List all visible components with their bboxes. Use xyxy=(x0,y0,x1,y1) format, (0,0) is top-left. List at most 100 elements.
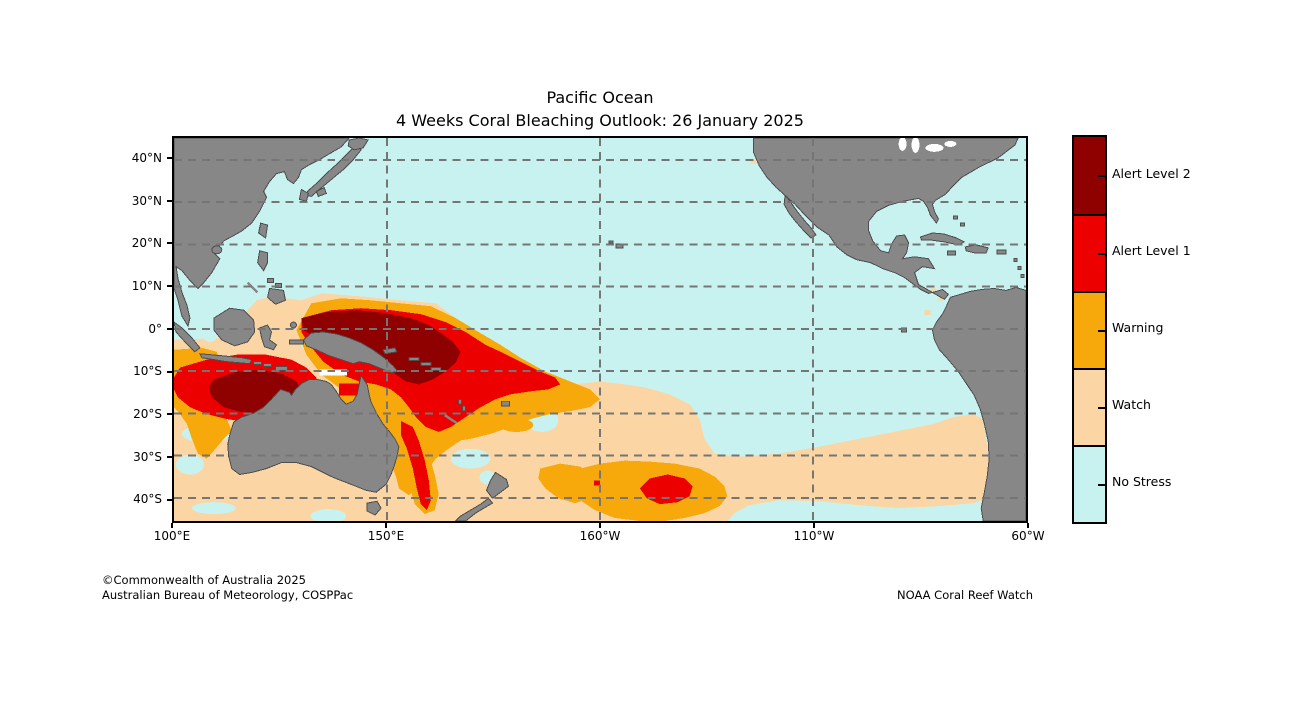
credits-line-1: ©Commonwealth of Australia 2025 xyxy=(102,573,307,587)
x-axis-tick xyxy=(1027,523,1029,528)
y-axis-tick xyxy=(167,455,172,458)
legend-label-no-stress: No Stress xyxy=(1112,474,1172,489)
land-flores xyxy=(263,363,273,368)
land-shikoku xyxy=(315,186,327,198)
x-axis-tick xyxy=(171,523,173,528)
lat-label-40n: 40°N xyxy=(131,151,162,165)
legend-label-warning: Warning xyxy=(1112,320,1164,335)
y-axis-tick xyxy=(167,413,172,416)
lon-label-110w: 110°W xyxy=(793,529,835,543)
land-solomons-1 xyxy=(408,357,420,362)
land-bali-lombok xyxy=(253,361,263,366)
land-timor xyxy=(275,366,288,372)
land-taiwan xyxy=(258,222,269,239)
y-axis-tick xyxy=(167,285,172,288)
credits-block: ©Commonwealth of Australia 2025 Australi… xyxy=(102,573,353,603)
title-line-2: 4 Weeks Coral Bleaching Outlook: 26 Janu… xyxy=(396,111,804,130)
lon-label-160w: 160°W xyxy=(579,529,621,543)
land-new-guinea xyxy=(302,331,399,374)
land-fiji xyxy=(500,400,510,407)
land-bahamas-1 xyxy=(952,215,958,220)
alert1-carpentaria xyxy=(339,383,364,396)
y-axis-tick xyxy=(167,199,172,202)
x-axis-tick xyxy=(813,523,815,528)
map-plot-area xyxy=(172,136,1028,523)
land-australia xyxy=(227,374,400,493)
legend-swatch-alert-level-1 xyxy=(1074,214,1105,291)
land-antilles-3 xyxy=(1020,274,1025,279)
alert1-south-speck xyxy=(594,480,600,486)
land-nz-north-island xyxy=(485,471,510,499)
y-axis-tick xyxy=(167,157,172,159)
land-seram xyxy=(288,339,304,345)
credits-line-2: Australian Bureau of Meteorology, COSPPa… xyxy=(102,588,354,602)
lat-label-10n: 10°N xyxy=(131,279,162,293)
land-layer xyxy=(174,138,1026,521)
lat-label-30s: 30°S xyxy=(133,450,162,464)
alert1-queensland-coast xyxy=(400,421,431,511)
watch-speck-colombia xyxy=(938,296,944,301)
y-axis-tick xyxy=(167,370,172,373)
land-south-america xyxy=(931,286,1026,521)
land-vanuatu-1 xyxy=(458,398,463,405)
land-sulawesi xyxy=(259,324,278,351)
legend-label-alert-level-2: Alert Level 2 xyxy=(1112,166,1191,181)
lat-label-20s: 20°S xyxy=(133,407,162,421)
alert1-south-pacific-core xyxy=(639,474,693,505)
land-puerto-rico xyxy=(996,249,1007,255)
land-antilles-2 xyxy=(1017,266,1022,271)
x-axis-tick xyxy=(599,523,601,528)
land-antilles-1 xyxy=(1013,258,1018,263)
legend-swatch-warning xyxy=(1074,291,1105,368)
title-line-1: Pacific Ocean xyxy=(546,88,654,107)
watch-speck-panama xyxy=(930,288,937,294)
land-asia xyxy=(174,138,350,328)
lat-label-0: 0° xyxy=(148,322,162,336)
legend-swatch-alert-level-2 xyxy=(1074,137,1105,214)
agency-credit: NOAA Coral Reef Watch xyxy=(897,588,1033,602)
legend-label-watch: Watch xyxy=(1112,397,1151,412)
land-hispaniola xyxy=(964,244,989,254)
graticule-layer xyxy=(174,138,1026,521)
lon-label-60w: 60°W xyxy=(1011,529,1045,543)
y-axis-tick xyxy=(167,242,172,245)
land-hawaii-2 xyxy=(608,240,614,244)
lon-label-150e: 150°E xyxy=(367,529,405,543)
x-axis-tick xyxy=(385,523,387,528)
land-java xyxy=(199,353,253,365)
lon-label-100e: 100°E xyxy=(153,529,191,543)
warning-east-of-nz xyxy=(538,463,599,504)
y-axis-tick xyxy=(167,498,172,501)
land-mindanao xyxy=(267,287,287,305)
land-north-america xyxy=(752,138,1019,300)
lakes-layer xyxy=(898,138,957,153)
land-bahamas-2 xyxy=(959,222,965,227)
legend-swatch-no-stress xyxy=(1074,445,1105,522)
legend-label-alert-level-1: Alert Level 1 xyxy=(1112,243,1191,258)
y-axis-tick xyxy=(167,327,172,330)
land-visayas-1 xyxy=(267,278,275,283)
land-solomons-3 xyxy=(430,367,442,372)
land-hainan xyxy=(211,245,223,255)
watch-speck-california xyxy=(750,159,757,164)
land-hokkaido xyxy=(347,138,369,151)
land-new-caledonia xyxy=(444,414,458,425)
figure-title: Pacific Ocean 4 Weeks Coral Bleaching Ou… xyxy=(172,86,1028,132)
pacific-bleaching-map xyxy=(174,138,1026,521)
land-nz-south-island xyxy=(454,497,494,521)
legend-colorbar xyxy=(1072,135,1107,524)
land-luzon xyxy=(257,250,269,272)
land-halmahera xyxy=(289,321,297,329)
land-borneo xyxy=(213,307,256,347)
lat-label-30n: 30°N xyxy=(131,194,162,208)
land-tasmania xyxy=(366,500,382,516)
lat-label-20n: 20°N xyxy=(131,236,162,250)
watch-speck-ecuador xyxy=(924,310,931,316)
land-solomons-2 xyxy=(420,362,432,367)
lat-label-10s: 10°S xyxy=(133,364,162,378)
land-hawaii-1 xyxy=(615,243,624,249)
legend-swatch-watch xyxy=(1074,368,1105,445)
land-jamaica xyxy=(946,250,956,256)
land-vanuatu-2 xyxy=(462,405,467,412)
